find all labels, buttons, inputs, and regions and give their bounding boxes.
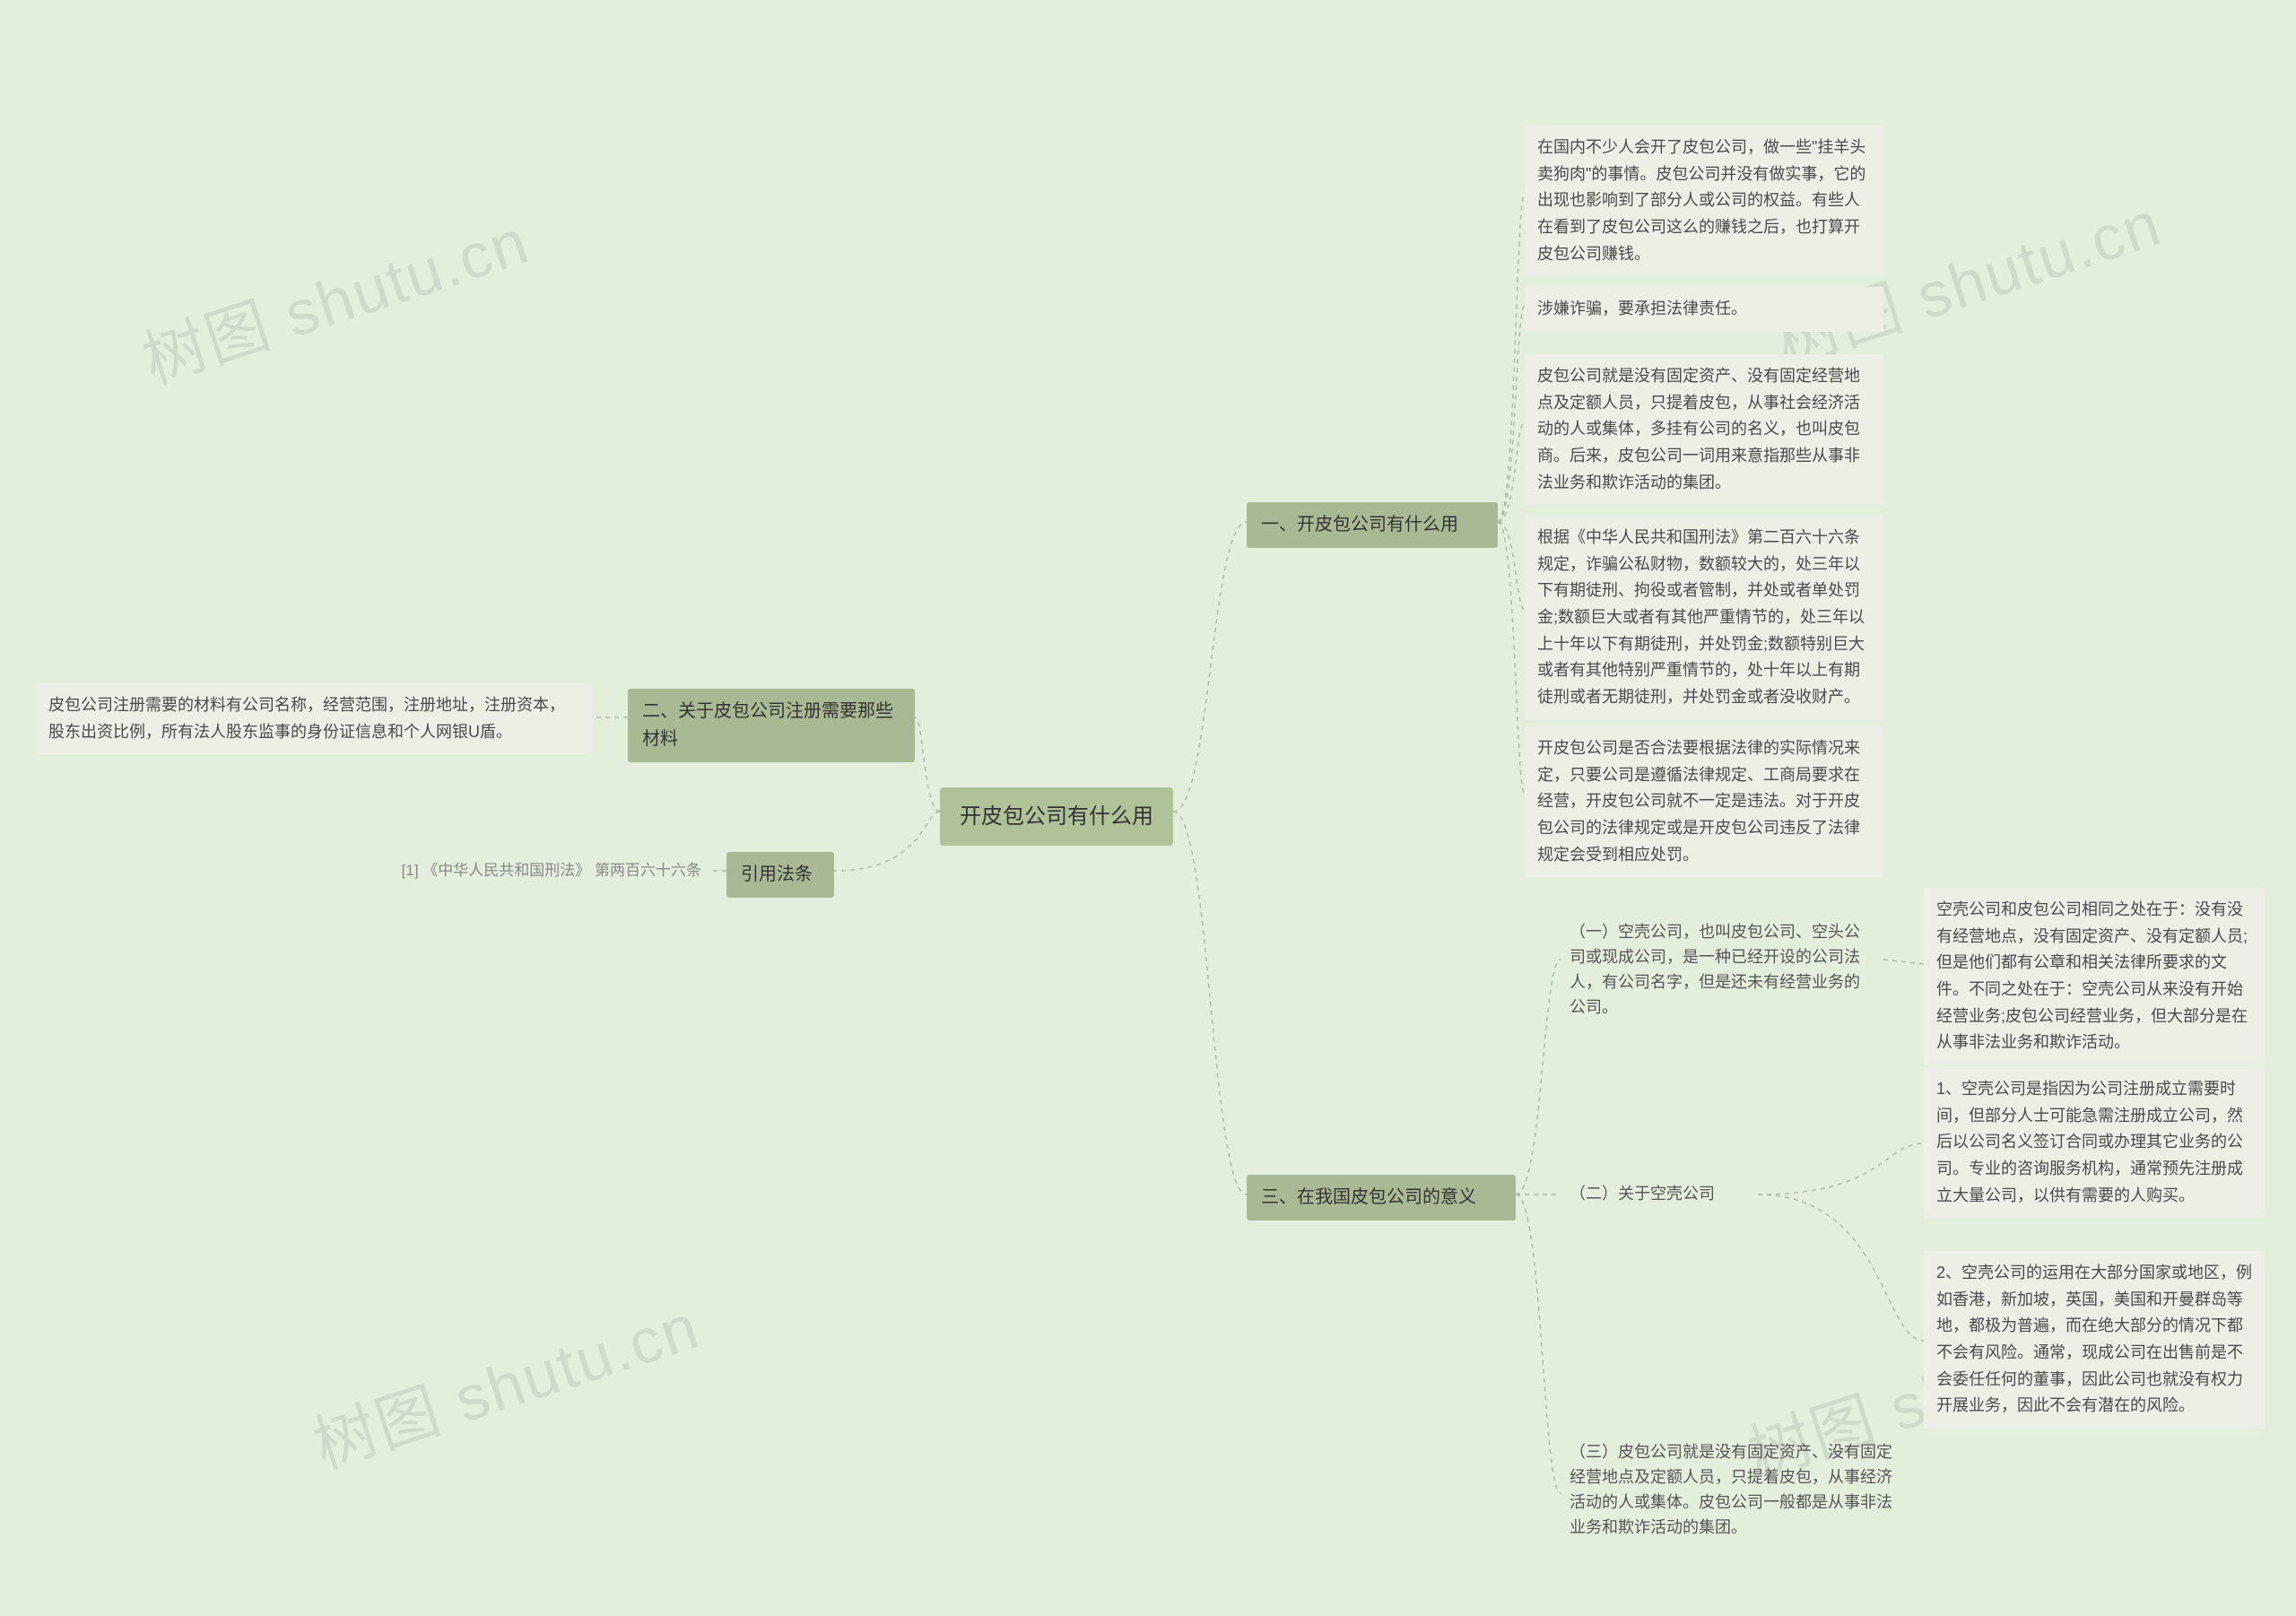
- sub-node-2[interactable]: （二）关于空壳公司: [1561, 1177, 1758, 1212]
- sub-node-3: （三）皮包公司就是没有固定资产、没有固定经营地点及定额人员，只提着皮包，从事经济…: [1561, 1435, 1901, 1546]
- leaf-node: 根据《中华人民共和国刑法》第二百六十六条规定，诈骗公私财物，数额较大的，处三年以…: [1525, 516, 1883, 720]
- leaf-node: 空壳公司和皮包公司相同之处在于：没有没有经营地点，没有固定资产、没有定额人员;但…: [1924, 888, 2265, 1065]
- leaf-node: 涉嫌诈骗，要承担法律责任。: [1525, 287, 1883, 332]
- leaf-node: 皮包公司就是没有固定资产、没有固定经营地点及定额人员，只提着皮包，从事社会经济活…: [1525, 354, 1883, 505]
- leaf-node: 2、空壳公司的运用在大部分国家或地区，例如香港，新加坡，英国，美国和开曼群岛等地…: [1924, 1251, 2265, 1429]
- root-node[interactable]: 开皮包公司有什么用: [940, 787, 1173, 846]
- leaf-node-ref: [1] 《中华人民共和国刑法》 第两百六十六条: [368, 854, 709, 888]
- leaf-node: 开皮包公司是否合法要根据法律的实际情况来定，只要公司是遵循法律规定、工商局要求在…: [1525, 726, 1883, 877]
- branch-node-left-2[interactable]: 二、关于皮包公司注册需要那些材料: [628, 689, 915, 762]
- watermark: 树图 shutu.cn: [300, 1277, 709, 1487]
- branch-node-ref[interactable]: 引用法条: [726, 852, 834, 898]
- branch-node-right-1[interactable]: 一、开皮包公司有什么用: [1247, 502, 1498, 548]
- leaf-node: 1、空壳公司是指因为公司注册成立需要时间，但部分人士可能急需注册成立公司，然后以…: [1924, 1067, 2265, 1218]
- mindmap-canvas: 树图 shutu.cn 树图 shutu.cn 树图 shutu.cn 树图 s…: [0, 0, 2296, 1616]
- sub-node-1[interactable]: （一）空壳公司，也叫皮包公司、空头公司或现成公司，是一种已经开设的公司法人，有公…: [1561, 915, 1883, 1026]
- watermark: 树图 shutu.cn: [130, 192, 538, 402]
- leaf-node: 皮包公司注册需要的材料有公司名称，经营范围，注册地址，注册资本，股东出资比例，所…: [36, 683, 592, 754]
- branch-node-right-3[interactable]: 三、在我国皮包公司的意义: [1247, 1175, 1516, 1221]
- leaf-node: 在国内不少人会开了皮包公司，做一些"挂羊头卖狗肉"的事情。皮包公司并没有做实事，…: [1525, 126, 1883, 276]
